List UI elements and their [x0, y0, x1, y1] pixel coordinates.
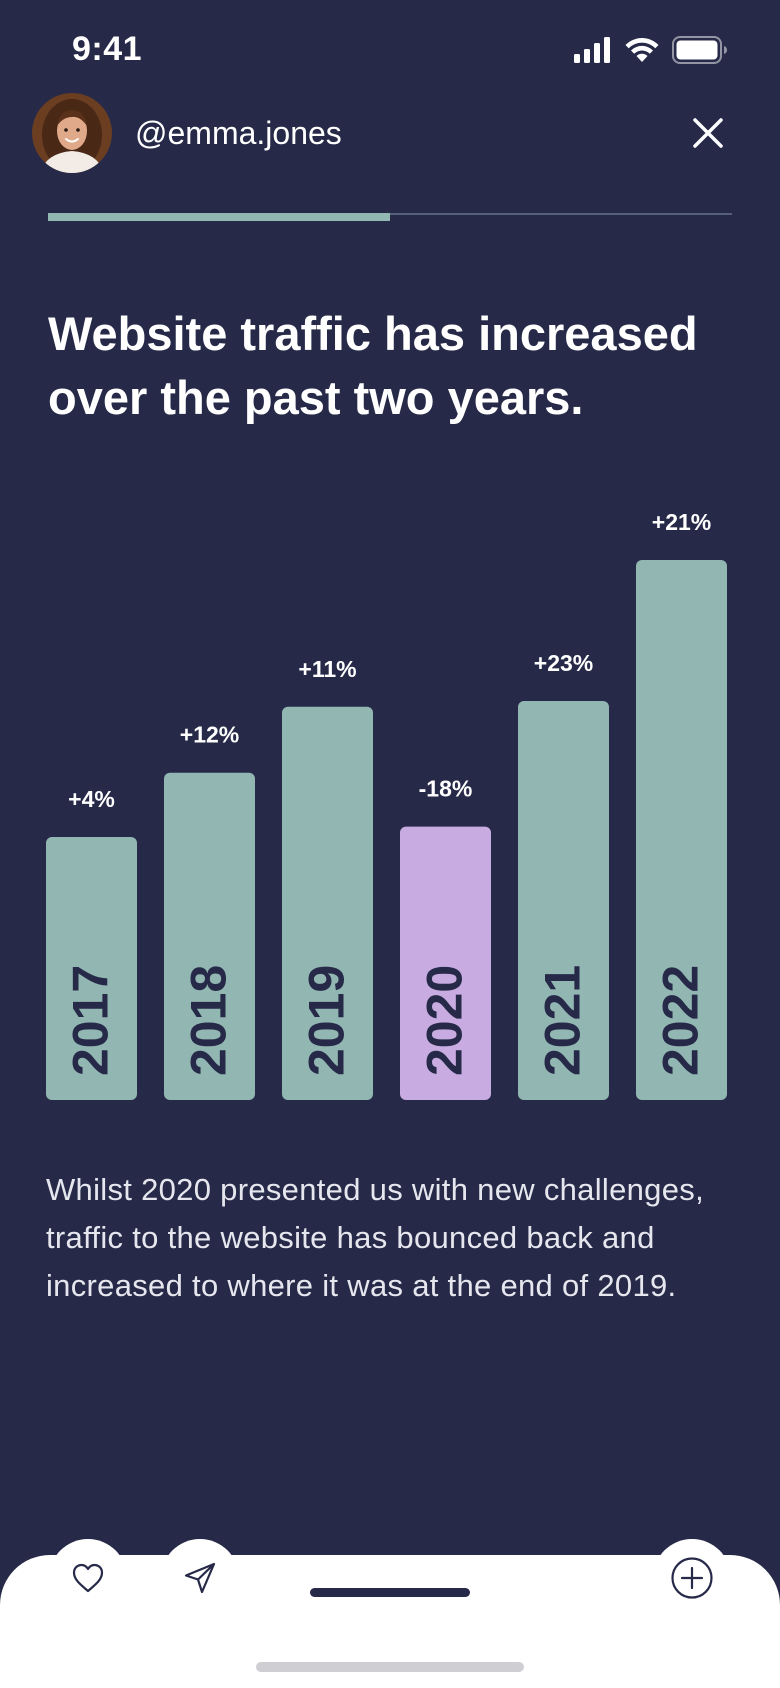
bar-2017 — [46, 837, 137, 1100]
bar-category-label: 2021 — [535, 965, 591, 1076]
bar-2020 — [400, 826, 491, 1100]
avatar-image — [32, 93, 112, 173]
battery-icon — [672, 36, 727, 64]
close-icon — [693, 118, 723, 148]
bar-category-label: 2020 — [417, 965, 473, 1076]
story-progress-track — [48, 213, 732, 215]
like-button[interactable] — [49, 1539, 127, 1617]
bar-2019 — [282, 706, 373, 1100]
bar-value-label: -18% — [419, 776, 473, 802]
home-indicator[interactable] — [256, 1662, 524, 1672]
story-progress-fill — [48, 213, 390, 221]
heart-icon — [72, 1563, 104, 1593]
username[interactable]: @emma.jones — [135, 115, 342, 151]
status-icons — [574, 36, 728, 64]
bar-value-label: +21% — [652, 509, 711, 535]
bar-value-label: +11% — [298, 656, 356, 682]
close-button[interactable] — [683, 108, 733, 158]
traffic-bar-chart: +4% 2017 +12% 2018 +11% 2019 -18% 2020 +23% 2021 +… — [46, 509, 727, 1100]
status-time: 9:41 — [72, 30, 143, 68]
bar-2021 — [518, 701, 609, 1100]
bar-value-label: +4% — [68, 786, 115, 812]
avatar[interactable] — [32, 93, 112, 173]
bar-2018 — [164, 772, 255, 1100]
plus-circle-icon — [671, 1557, 713, 1599]
bar-2022 — [636, 560, 727, 1100]
bar-value-label: +23% — [534, 650, 593, 676]
bar-category-label: 2022 — [653, 965, 709, 1076]
center-handle — [310, 1588, 470, 1597]
bar-category-label: 2017 — [63, 965, 119, 1076]
bar-category-label: 2019 — [299, 965, 355, 1076]
share-button[interactable] — [161, 1539, 239, 1617]
body-text: Whilst 2020 presented us with new challe… — [46, 1172, 704, 1303]
bar-category-label: 2018 — [181, 965, 237, 1076]
wifi-icon — [625, 38, 659, 62]
signal-icon — [574, 37, 610, 63]
headline: Website traffic has increased over the p… — [48, 307, 698, 424]
bar-value-label: +12% — [180, 722, 239, 748]
send-icon — [184, 1562, 216, 1594]
add-button[interactable] — [653, 1539, 731, 1617]
